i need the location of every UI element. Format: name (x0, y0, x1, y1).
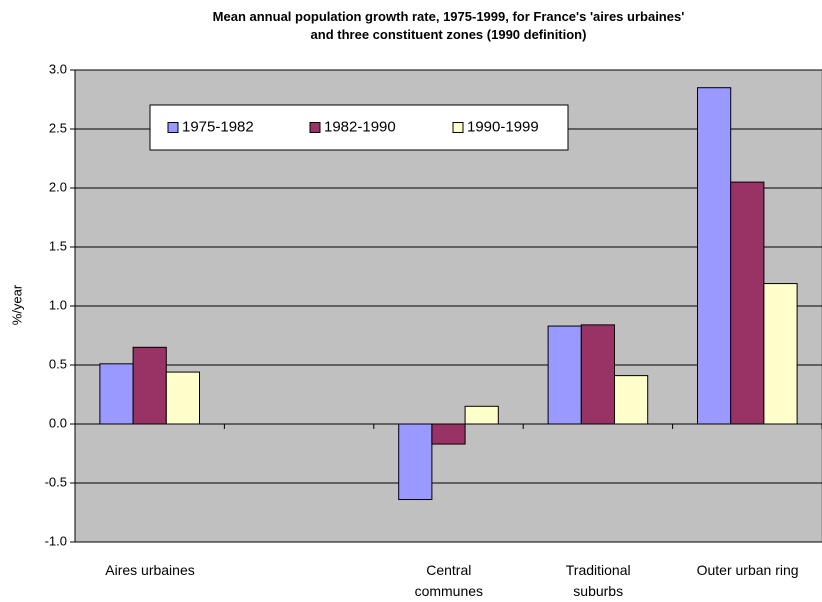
legend-label: 1982-1990 (324, 118, 396, 135)
y-tick-label: 0.5 (49, 356, 67, 371)
bar (165, 371, 201, 425)
legend-label: 1990-1999 (467, 118, 539, 135)
x-tick-label: Central communes (414, 562, 484, 599)
y-tick-label: 2.0 (49, 179, 67, 194)
y-tick-label: -0.5 (45, 474, 67, 489)
legend-swatch (309, 122, 321, 133)
bar (464, 405, 499, 425)
legend-swatch (452, 122, 464, 133)
bar (431, 423, 466, 445)
bar (580, 324, 615, 425)
bar (763, 283, 798, 425)
bar (697, 87, 732, 425)
y-tick-label: -1.0 (45, 533, 67, 548)
x-tick-label: Aires urbaines (105, 562, 195, 578)
y-tick-label: 3.0 (49, 61, 67, 76)
bar (730, 181, 765, 425)
y-tick-label: 2.5 (49, 120, 67, 135)
y-tick-label: 1.0 (49, 297, 67, 312)
x-tick-label: Outer urban ring (696, 562, 799, 578)
bar (398, 423, 433, 501)
y-tick-label: 0.0 (49, 415, 67, 430)
bar (99, 363, 134, 425)
bar (614, 375, 649, 425)
bar (547, 325, 582, 425)
x-tick-label: Traditional suburbs (565, 562, 631, 599)
legend-label: 1975-1982 (182, 118, 254, 135)
bar (132, 346, 167, 425)
chart-title: Mean annual population growth rate, 1975… (212, 9, 685, 42)
y-tick-label: 1.5 (49, 238, 67, 253)
legend-box (149, 104, 569, 151)
legend-swatch (167, 122, 179, 133)
y-axis-label: %/year (9, 284, 24, 325)
